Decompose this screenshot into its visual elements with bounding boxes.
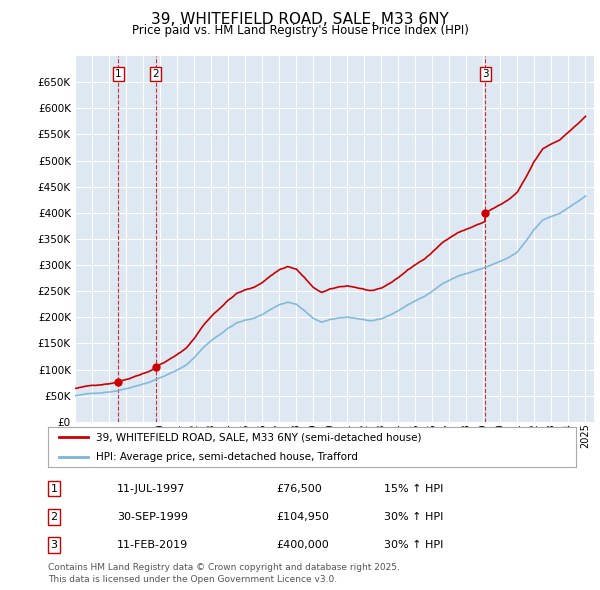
Text: £76,500: £76,500 <box>276 484 322 493</box>
Text: This data is licensed under the Open Government Licence v3.0.: This data is licensed under the Open Gov… <box>48 575 337 584</box>
Text: £400,000: £400,000 <box>276 540 329 550</box>
Text: 2: 2 <box>152 69 159 79</box>
Text: 39, WHITEFIELD ROAD, SALE, M33 6NY: 39, WHITEFIELD ROAD, SALE, M33 6NY <box>151 12 449 27</box>
Text: 30% ↑ HPI: 30% ↑ HPI <box>384 540 443 550</box>
Text: 1: 1 <box>50 484 58 493</box>
Text: 3: 3 <box>50 540 58 550</box>
Text: 2: 2 <box>50 512 58 522</box>
Text: 30% ↑ HPI: 30% ↑ HPI <box>384 512 443 522</box>
Text: 30-SEP-1999: 30-SEP-1999 <box>117 512 188 522</box>
Text: 3: 3 <box>482 69 489 79</box>
Text: Contains HM Land Registry data © Crown copyright and database right 2025.: Contains HM Land Registry data © Crown c… <box>48 563 400 572</box>
Text: 11-JUL-1997: 11-JUL-1997 <box>117 484 185 493</box>
Text: 39, WHITEFIELD ROAD, SALE, M33 6NY (semi-detached house): 39, WHITEFIELD ROAD, SALE, M33 6NY (semi… <box>95 432 421 442</box>
Text: 15% ↑ HPI: 15% ↑ HPI <box>384 484 443 493</box>
Text: 1: 1 <box>115 69 122 79</box>
Text: Price paid vs. HM Land Registry's House Price Index (HPI): Price paid vs. HM Land Registry's House … <box>131 24 469 37</box>
Text: £104,950: £104,950 <box>276 512 329 522</box>
Text: 11-FEB-2019: 11-FEB-2019 <box>117 540 188 550</box>
Text: HPI: Average price, semi-detached house, Trafford: HPI: Average price, semi-detached house,… <box>95 453 358 462</box>
